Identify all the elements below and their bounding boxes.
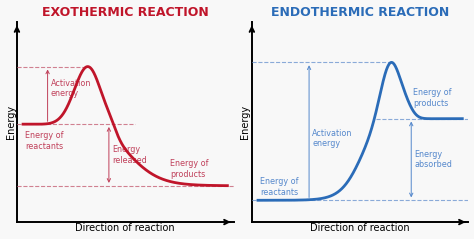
Text: Energy of
products: Energy of products [413,88,452,108]
Text: Energy of
reactants: Energy of reactants [260,177,299,197]
Text: Energy of
products: Energy of products [170,159,209,179]
X-axis label: Direction of reaction: Direction of reaction [310,223,410,234]
Text: Energy
absorbed: Energy absorbed [414,150,452,169]
Text: Activation
energy: Activation energy [51,79,91,98]
Y-axis label: Energy: Energy [240,105,250,139]
Title: EXOTHERMIC REACTION: EXOTHERMIC REACTION [42,5,209,19]
Title: ENDOTHERMIC REACTION: ENDOTHERMIC REACTION [271,5,449,19]
Text: Energy of
reactants: Energy of reactants [25,131,64,151]
Text: Energy
released: Energy released [112,145,147,165]
X-axis label: Direction of reaction: Direction of reaction [75,223,175,234]
Y-axis label: Energy: Energy [6,105,16,139]
Text: Activation
energy: Activation energy [312,129,353,148]
